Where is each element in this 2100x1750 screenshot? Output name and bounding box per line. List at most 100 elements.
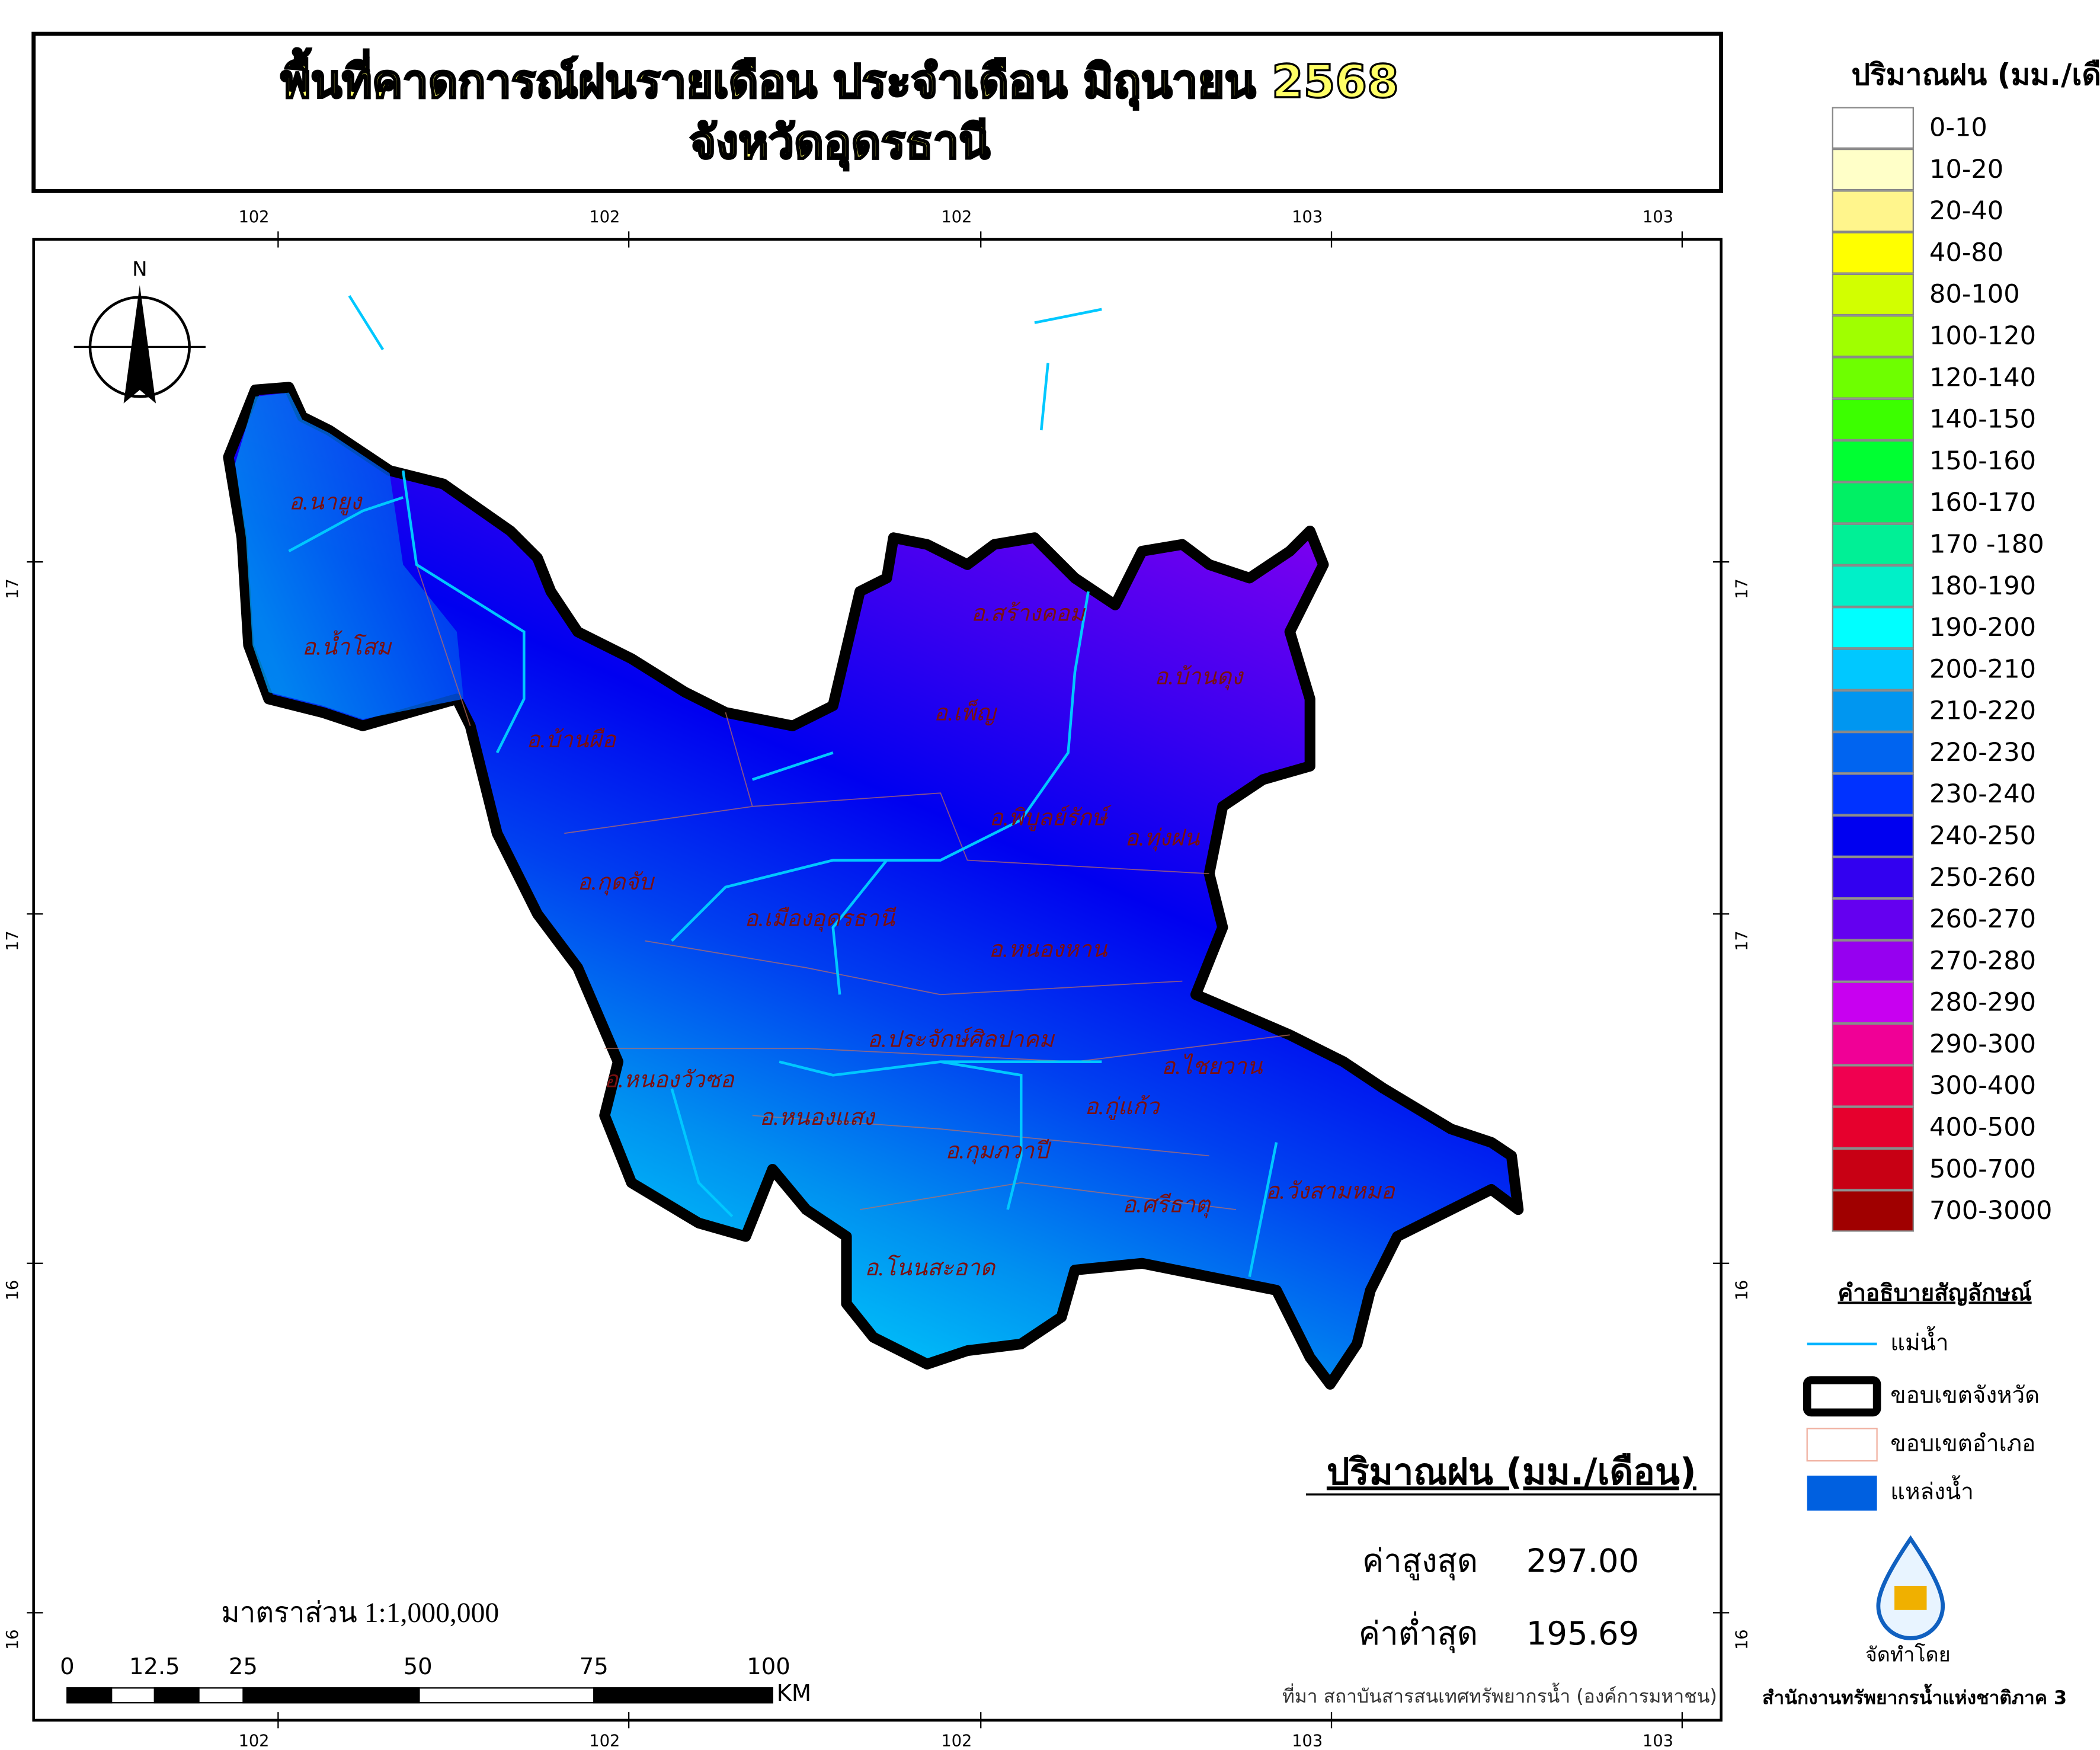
legend-label: 250-260 [1929, 863, 2036, 892]
legend-swatch [1832, 273, 1914, 316]
legend-swatch [1832, 190, 1914, 232]
grid-label: 102 [589, 208, 620, 226]
source: ที่มา สถาบันสารสนเทศทรัพยากรน้ำ (องค์การ… [1282, 1682, 1717, 1707]
legend-label: 150-160 [1929, 446, 2036, 476]
legend-swatch [1832, 148, 1914, 191]
legend-swatch [1832, 1148, 1914, 1191]
legend-label: 10-20 [1929, 155, 2003, 184]
rivers [288, 295, 1278, 1277]
symbol-legend-label: ขอบเขตอำเภอ [1890, 1430, 2035, 1457]
legend-swatch [1832, 1106, 1914, 1148]
district-label: อ.หนองหาน [989, 938, 1109, 962]
legend-swatch [1832, 648, 1914, 690]
grid-label: 17 [1733, 578, 1751, 599]
legend-label: 180-190 [1929, 571, 2036, 601]
district-label: อ.กู่แก้ว [1084, 1095, 1160, 1121]
logo [1876, 1535, 1945, 1640]
legend-label: 210-220 [1929, 696, 2036, 726]
grid-label: 102 [589, 1732, 620, 1750]
producer-label: จัดทำโดย [1865, 1643, 1951, 1666]
legend-swatch [1832, 482, 1914, 524]
legend-swatch [1832, 1023, 1914, 1066]
min-value: 195.69 [1526, 1614, 1639, 1652]
district-label: อ.สร้างคอม [971, 602, 1086, 626]
legend-label: 500-700 [1929, 1154, 2036, 1184]
district-label: อ.ไชยวาน [1161, 1053, 1263, 1079]
grid-label: 16 [1733, 1280, 1751, 1301]
legend-label: 240-250 [1929, 821, 2036, 851]
district-label: อ.กุมภวาปี [945, 1139, 1052, 1165]
legend-swatch [1832, 107, 1914, 149]
rain-zone [235, 392, 464, 719]
max-value: 297.00 [1526, 1542, 1639, 1580]
legend-label: 290-300 [1929, 1029, 2036, 1059]
district-symbol [1806, 1428, 1878, 1462]
legend-label: 160-170 [1929, 488, 2036, 517]
legend-swatch [1832, 732, 1914, 774]
min-label: ค่าต่ำสุด [1359, 1611, 1478, 1653]
legend-label: 200-210 [1929, 654, 2036, 684]
legend-swatch [1832, 815, 1914, 857]
legend-swatch [1832, 565, 1914, 607]
symbol-legend-label: แม่น้ำ [1890, 1326, 1948, 1356]
legend-label: 220-230 [1929, 738, 2036, 767]
legend-label: 140-150 [1929, 405, 2036, 434]
grid-label: 16 [4, 1629, 22, 1650]
title-box [31, 31, 1723, 193]
legend-label: 300-400 [1929, 1071, 2036, 1100]
grid-label: 103 [1643, 1732, 1673, 1750]
legend-label: 190-200 [1929, 613, 2036, 642]
scale-bar [66, 1687, 773, 1704]
scale-text: มาตราส่วน 1:1,000,000 [221, 1598, 499, 1629]
legend-label: 260-270 [1929, 904, 2036, 934]
grid-label: 16 [1733, 1629, 1751, 1650]
grid-label: 102 [941, 1732, 972, 1750]
north-arrow: N [73, 258, 206, 404]
legend-label: 700-3000 [1929, 1196, 2052, 1226]
max-label: ค่าสูงสุด [1362, 1542, 1478, 1581]
legend-swatch [1832, 690, 1914, 732]
legend-swatch [1832, 1190, 1914, 1232]
water-symbol [1807, 1476, 1877, 1511]
legend-label: 80-100 [1929, 280, 2020, 309]
legend-swatch [1832, 440, 1914, 482]
district-label: อ.บ้านผือ [526, 728, 617, 753]
district-label: อ.ประจักษ์ศิลปาคม [867, 1027, 1056, 1052]
legend-swatch [1832, 523, 1914, 565]
district-label: อ.เพ็ญ [934, 699, 997, 726]
grid-label: 17 [4, 578, 22, 599]
title: พื้นที่คาดการณ์ฝนรายเดือน ประจำเดือน มิถ… [281, 48, 1399, 110]
legend-label: 270-280 [1929, 946, 2036, 975]
grid-label: 102 [239, 208, 270, 226]
legend-label: 170 -180 [1929, 529, 2044, 559]
district-label: อ.บ้านดุง [1154, 664, 1244, 690]
district-label: อ.ศรีธาตุ [1122, 1192, 1211, 1218]
legend-swatch [1832, 773, 1914, 815]
legend-swatch [1832, 315, 1914, 357]
legend-swatch [1832, 981, 1914, 1024]
legend-swatch [1832, 898, 1914, 940]
legend-swatch [1832, 607, 1914, 649]
grid-label: 103 [1292, 1732, 1323, 1750]
grid-label: 16 [4, 1280, 22, 1301]
scale-tick-label: 25 [229, 1653, 258, 1680]
legend-swatch [1832, 357, 1914, 399]
scale-tick-label: 50 [404, 1653, 433, 1680]
district-label: อ.ทุ่งฝน [1125, 826, 1201, 852]
legend-label: 40-80 [1929, 238, 2003, 267]
grid-label: 103 [1643, 208, 1673, 226]
title: จังหวัดอุดรธานี [689, 116, 990, 171]
legend-label: 100-120 [1929, 321, 2036, 351]
scale-tick-label: 0 [60, 1653, 75, 1680]
stats-title: ปริมาณฝน (มม./เดือน) [1327, 1451, 1696, 1493]
legend-label: 280-290 [1929, 988, 2036, 1018]
symbol-legend-label: ขอบเขตจังหวัด [1890, 1382, 2040, 1409]
symbol-legend-label: แหล่งน้ำ [1890, 1475, 1974, 1505]
grid-label: 17 [4, 930, 22, 951]
legend-swatch [1832, 232, 1914, 274]
district-label: อ.โนนสะอาด [865, 1255, 996, 1281]
symbol-legend-title: คำอธิบายสัญลักษณ์ [1838, 1279, 2032, 1306]
legend-label: 0-10 [1929, 113, 1987, 143]
district-label: อ.กุดจับ [577, 870, 655, 896]
